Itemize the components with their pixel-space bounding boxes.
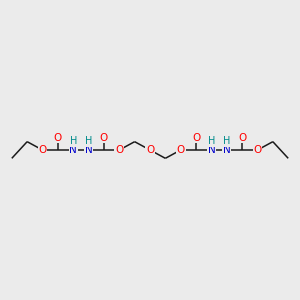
Text: O: O <box>100 133 108 142</box>
Text: O: O <box>54 133 62 142</box>
Text: N: N <box>208 145 215 155</box>
Text: H: H <box>223 136 230 146</box>
Text: O: O <box>254 145 262 155</box>
Text: O: O <box>115 145 123 155</box>
Text: H: H <box>70 136 77 146</box>
Text: O: O <box>146 145 154 155</box>
Text: H: H <box>208 136 215 146</box>
Text: O: O <box>38 145 46 155</box>
Text: O: O <box>177 145 185 155</box>
Text: H: H <box>85 136 92 146</box>
Text: N: N <box>69 145 77 155</box>
Text: O: O <box>238 133 246 142</box>
Text: N: N <box>223 145 231 155</box>
Text: O: O <box>192 133 200 142</box>
Text: N: N <box>85 145 92 155</box>
